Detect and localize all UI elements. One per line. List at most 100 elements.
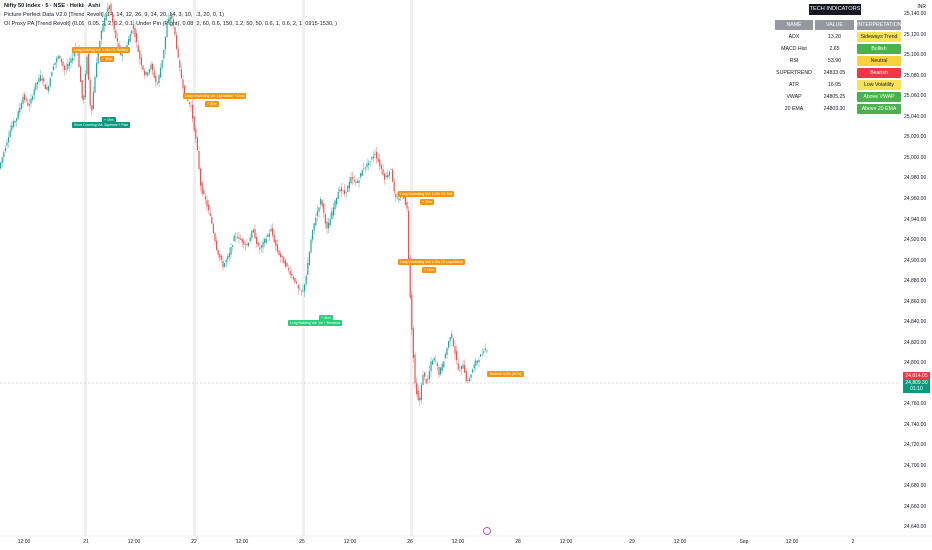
price-tag-red: 24,814.05 — [903, 372, 930, 380]
candle-body — [33, 89, 35, 96]
candle-body — [168, 19, 170, 23]
candle-body — [102, 24, 104, 32]
candle-body — [9, 130, 11, 137]
candle-body — [244, 244, 246, 245]
table-header-row: NAME VALUE INTERPRETATION — [775, 20, 901, 30]
candle-body — [456, 350, 458, 361]
row-name: 20 EMA — [784, 106, 804, 112]
candle-body — [240, 238, 242, 240]
candle-body — [443, 361, 445, 368]
table-row: MACD Hist 2.65 Bullish — [775, 44, 901, 54]
candle-body — [409, 257, 411, 298]
candle-body — [316, 211, 318, 216]
candle-body — [94, 76, 96, 93]
candle-body — [436, 363, 438, 366]
candle-body — [217, 250, 219, 255]
candle-body — [467, 379, 469, 381]
candle-body — [46, 86, 48, 90]
session-separator — [410, 0, 413, 536]
candle-body — [30, 98, 32, 104]
candle-body — [419, 397, 421, 401]
candle-body — [65, 68, 67, 70]
candle-body — [84, 74, 86, 98]
indicator-legend-1[interactable]: Picture Perfect Data V2.0 [Trend Revolt]… — [4, 12, 224, 18]
candle-body — [448, 341, 450, 348]
chart-title[interactable]: Nifty 50 Index · 5 · NSE · Heikin Ashi — [4, 3, 101, 9]
candle-body — [179, 60, 181, 68]
signal-annotation: Long Unwinding Vol: Liquidation + Drop — [183, 93, 247, 99]
candle-body — [403, 196, 405, 199]
candle-body — [398, 198, 400, 201]
candle-body — [225, 259, 227, 263]
time-tick-label: 22 — [191, 539, 197, 545]
candle-body — [416, 382, 418, 394]
time-tick-label: 12:00 — [235, 539, 249, 545]
candle-body — [342, 190, 344, 192]
candle-body — [476, 360, 478, 363]
candle-body — [126, 44, 128, 49]
price-tick-label: 24,980.00 — [904, 175, 927, 182]
candle-body — [241, 238, 243, 243]
price-tick-label: 25,100.00 — [904, 52, 927, 59]
candle-body — [388, 171, 390, 176]
candle-body — [411, 295, 413, 330]
price-tick-label: 25,020.00 — [904, 134, 927, 141]
price-tick-label: 24,960.00 — [904, 196, 927, 203]
candle-body — [412, 328, 414, 359]
candle-body — [432, 360, 434, 365]
candle-body — [134, 27, 136, 37]
candle-body — [468, 378, 470, 381]
table-row: ATR 16.05 Low Volatility — [775, 80, 901, 90]
time-tick-label: 26 — [407, 539, 413, 545]
candle-body — [174, 27, 176, 35]
row-interpretation: Neutral — [857, 56, 901, 66]
candle-body — [464, 365, 466, 373]
candle-body — [321, 200, 323, 207]
signal-annotation: Short Covering Vol: Squeeze + Rise — [72, 122, 131, 128]
candle-body — [4, 148, 6, 152]
candle-body — [238, 236, 240, 239]
candle-body — [62, 61, 64, 67]
candle-body — [214, 233, 216, 242]
price-tick-label: 24,720.00 — [904, 442, 927, 449]
candle-body — [163, 49, 165, 59]
time-tick-label: 29 — [629, 539, 635, 545]
candle-body — [308, 252, 310, 266]
candle-body — [169, 16, 171, 22]
candle-body — [334, 200, 336, 210]
signal-annotation: + 30m — [420, 199, 434, 205]
candle-body — [83, 95, 85, 100]
candle-body — [339, 189, 341, 192]
candle-body — [209, 213, 211, 216]
candle-body — [14, 121, 16, 123]
candle-body — [369, 161, 371, 162]
candle-body — [236, 237, 238, 239]
candle-body — [243, 240, 245, 245]
candle-body — [27, 102, 29, 106]
indicator-legend-2[interactable]: OI Proxy PA [Trend Revolt] (0.09, 0.05, … — [4, 21, 338, 27]
candle-body — [289, 271, 291, 275]
candle-body — [347, 185, 349, 192]
candle-body — [408, 210, 410, 260]
candle-body — [366, 163, 368, 168]
candle-body — [449, 337, 451, 341]
price-tag-green: 24,809.30 — [903, 379, 930, 387]
signal-annotation: Long Unwinding Vol: 1.05x OI: Liquidatio… — [398, 259, 465, 265]
time-tick-label: 12:00 — [17, 539, 31, 545]
candle-body — [296, 282, 298, 284]
candle-body — [150, 64, 152, 70]
candle-body — [424, 372, 426, 377]
candle-body — [206, 200, 208, 207]
price-tick-label: 24,860.00 — [904, 298, 927, 305]
time-tick-label: 12:00 — [127, 539, 141, 545]
candle-body — [379, 159, 381, 167]
row-name: MACD Hist — [781, 46, 807, 52]
candle-body — [145, 71, 147, 75]
candle-body — [12, 121, 14, 128]
candle-body — [8, 137, 10, 143]
candle-body — [116, 38, 118, 42]
candle-body — [372, 156, 374, 159]
candle-body — [161, 60, 163, 69]
